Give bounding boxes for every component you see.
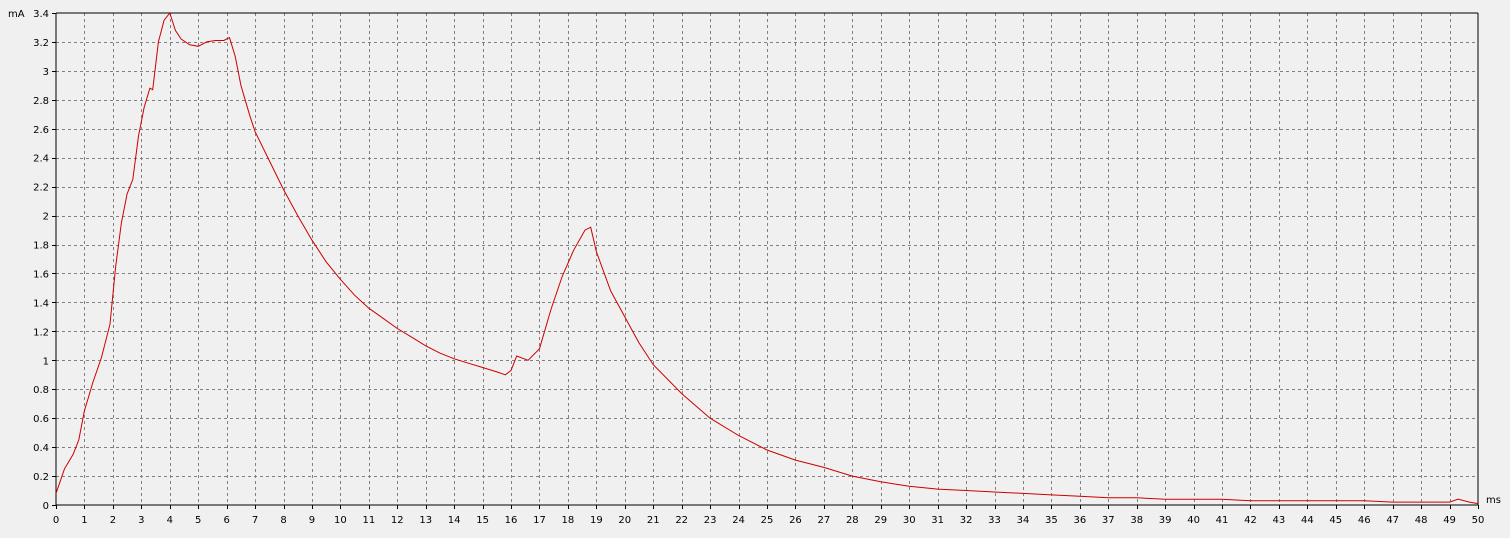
x-tick-label: 42 (1244, 515, 1257, 526)
x-tick-label: 4 (167, 515, 173, 526)
x-tick-label: 28 (846, 515, 859, 526)
series-line (55, 11, 1479, 505)
y-tick-label: 1 (43, 356, 49, 367)
x-tick-label: 13 (419, 515, 432, 526)
x-tick-label: 19 (590, 515, 603, 526)
x-tick-label: 6 (223, 515, 229, 526)
x-tick-label: 25 (761, 515, 774, 526)
x-tick-label: 1 (81, 515, 87, 526)
x-unit-label: ms (1486, 495, 1501, 506)
x-tick-label: 26 (789, 515, 802, 526)
x-tick-label: 35 (1045, 515, 1058, 526)
y-tick-label: 3 (43, 67, 49, 78)
x-tick-label: 50 (1472, 515, 1485, 526)
x-tick-label: 48 (1415, 515, 1428, 526)
x-tick-label: 36 (1073, 515, 1086, 526)
x-tick-label: 45 (1329, 515, 1342, 526)
x-tick-label: 47 (1386, 515, 1399, 526)
x-tick-label: 24 (732, 515, 745, 526)
x-tick-label: 11 (362, 515, 375, 526)
x-tick-label: 38 (1130, 515, 1143, 526)
x-tick-label: 49 (1443, 515, 1456, 526)
x-tick-label: 17 (533, 515, 546, 526)
x-tick-label: 0 (53, 515, 59, 526)
x-tick-label: 44 (1301, 515, 1314, 526)
x-tick-label: 30 (903, 515, 916, 526)
axes (55, 12, 1479, 506)
x-tick-label: 31 (931, 515, 944, 526)
x-tick-label: 40 (1187, 515, 1200, 526)
x-tick-label: 8 (280, 515, 286, 526)
x-tick-label: 9 (309, 515, 315, 526)
grid (56, 13, 1478, 505)
y-tick-label: 0.4 (33, 443, 49, 454)
x-tick-label: 33 (988, 515, 1001, 526)
x-tick-label: 14 (448, 515, 461, 526)
x-tick-label: 32 (960, 515, 973, 526)
y-tick-label: 1.8 (33, 241, 49, 252)
x-tick-label: 12 (391, 515, 404, 526)
x-tick-label: 18 (562, 515, 575, 526)
x-tick-label: 39 (1159, 515, 1172, 526)
series (55, 11, 1479, 505)
x-tick-label: 5 (195, 515, 201, 526)
x-tick-label: 21 (647, 515, 660, 526)
x-tick-label: 3 (138, 515, 144, 526)
x-tick-label: 27 (818, 515, 831, 526)
x-tick-label: 46 (1358, 515, 1371, 526)
x-tick-label: 20 (618, 515, 631, 526)
y-tick-label: 2 (43, 212, 49, 223)
y-tick-label: 0.6 (33, 414, 49, 425)
x-tick-label: 34 (1017, 515, 1030, 526)
x-tick-label: 10 (334, 515, 347, 526)
y-tick-label: 0 (43, 501, 49, 512)
x-tick-label: 15 (476, 515, 489, 526)
y-tick-label: 1.2 (33, 327, 49, 338)
x-tick-label: 41 (1216, 515, 1229, 526)
y-tick-label: 1.4 (33, 298, 49, 309)
x-tick-label: 37 (1102, 515, 1115, 526)
x-tick-label: 23 (704, 515, 717, 526)
y-tick-label: 0.8 (33, 385, 49, 396)
x-tick-label: 29 (874, 515, 887, 526)
y-tick-label: 2.2 (33, 183, 49, 194)
y-tick-label: 0.2 (33, 472, 49, 483)
y-tick-label: 2.4 (33, 154, 49, 165)
y-tick-label: 3.4 (33, 9, 49, 20)
y-tick-label: 3.2 (33, 38, 49, 49)
y-tick-label: 1.6 (33, 269, 49, 280)
y-tick-label: 2.8 (33, 96, 49, 107)
x-ticks: 0 1 2 3 4 5 6 7 8 9 10 11 12 13 14 15 16 17 18 19 20 21 22 23 24… (53, 505, 1485, 526)
x-tick-label: 16 (505, 515, 518, 526)
x-tick-label: 7 (252, 515, 258, 526)
y-ticks: 0 0.2 0.4 0.6 0.8 1 1.2 1.4 1.6 1.8 2 2.2 2.4 2.6 2.8 3… (33, 9, 56, 512)
x-tick-label: 2 (110, 515, 116, 526)
x-tick-label: 22 (675, 515, 688, 526)
y-tick-label: 2.6 (33, 125, 49, 136)
x-tick-label: 43 (1273, 515, 1286, 526)
y-unit-label: mA (8, 9, 25, 20)
